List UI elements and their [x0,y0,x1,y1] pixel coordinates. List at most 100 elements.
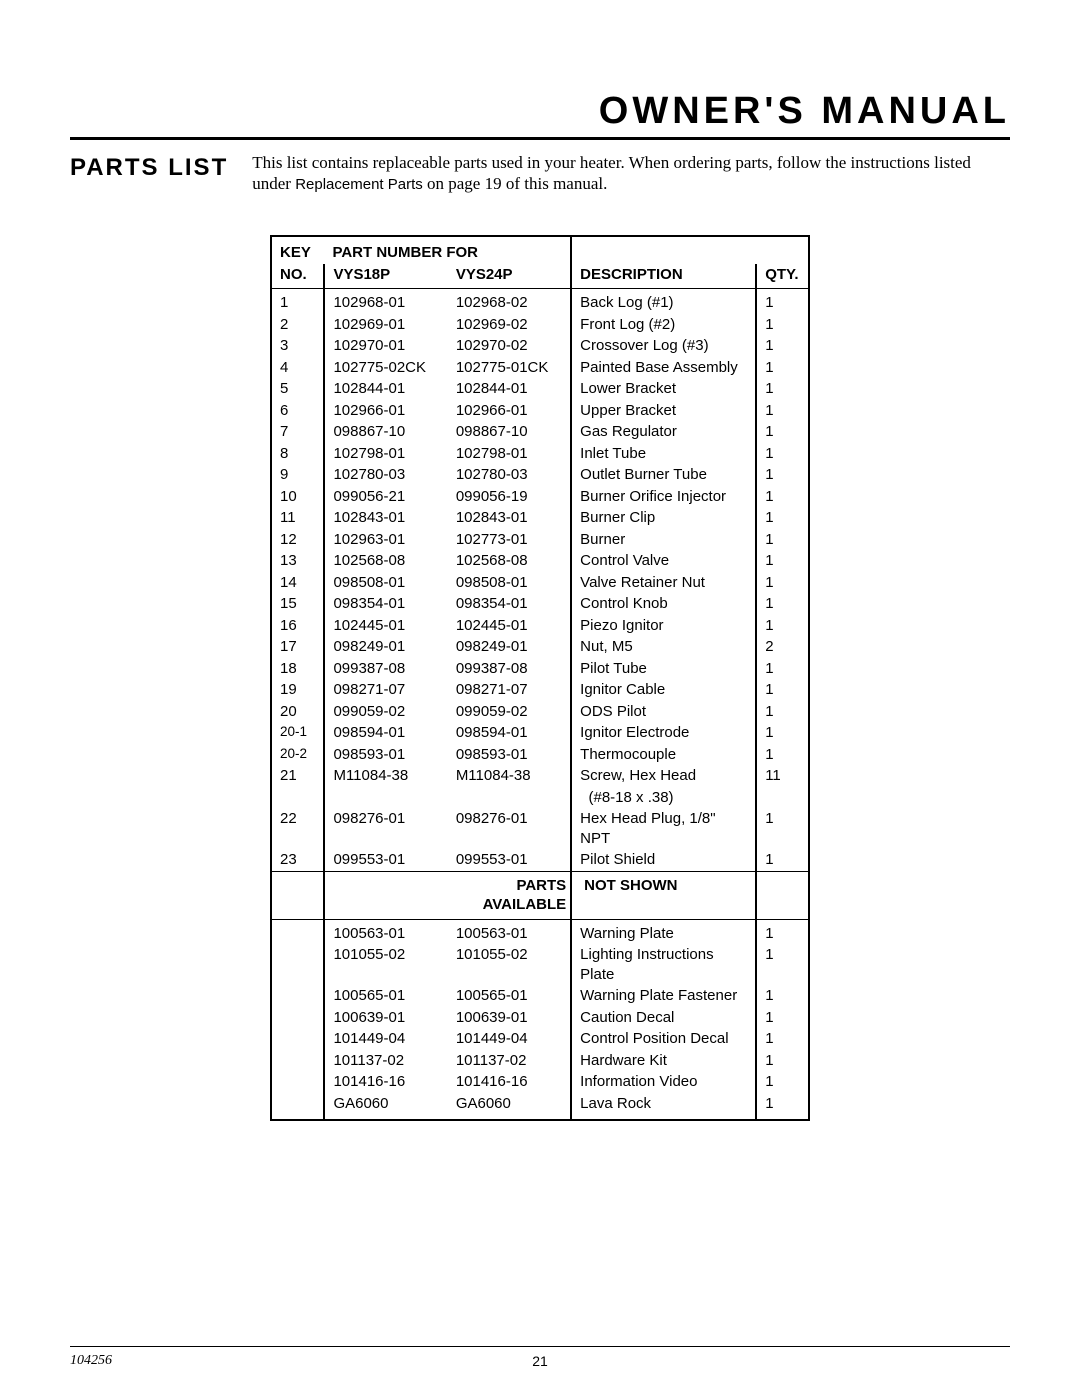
cell-qty: 1 [756,985,809,1007]
table-row: 17098249-01098249-01Nut, M52 [271,636,809,658]
cell-qty [756,787,809,809]
cell-key: 10 [271,486,324,508]
cell-part-vys18p: 098276-01 [324,808,447,849]
cell-part-vys24p: 098271-07 [448,679,571,701]
cell-part-vys24p: 098594-01 [448,722,571,744]
cell-key [271,1050,324,1072]
cell-key: 4 [271,357,324,379]
cell-description: ODS Pilot [571,701,756,723]
cell-part-vys24p: 102970-02 [448,335,571,357]
cell-part-vys18p: GA6060 [324,1093,447,1121]
cell-qty: 1 [756,378,809,400]
cell-key: 18 [271,658,324,680]
table-row: 14098508-01098508-01Valve Retainer Nut1 [271,572,809,594]
table-row: 101137-02101137-02Hardware Kit1 [271,1050,809,1072]
table-row: 101416-16101416-16Information Video1 [271,1071,809,1093]
parts-table: KEY PART NUMBER FOR NO. VYS18P VYS24P DE… [270,235,810,1121]
cell-part-vys18p: 100639-01 [324,1007,447,1029]
cell-description: Caution Decal [571,1007,756,1029]
cell-qty: 1 [756,593,809,615]
cell-part-vys18p: 098594-01 [324,722,447,744]
cell-qty: 1 [756,529,809,551]
cell-key [271,1093,324,1121]
cell-part-vys24p: 098354-01 [448,593,571,615]
cell-key: 3 [271,335,324,357]
table-row: 5102844-01102844-01Lower Bracket1 [271,378,809,400]
cell-part-vys24p: 102775-01CK [448,357,571,379]
cell-key: 12 [271,529,324,551]
cell-key: 20-1 [271,722,324,744]
cell-key: 5 [271,378,324,400]
cell-part-vys18p: 099553-01 [324,849,447,871]
cell-part-vys24p: 099056-19 [448,486,571,508]
cell-part-vys18p: 102445-01 [324,615,447,637]
cell-part-vys24p: 102966-01 [448,400,571,422]
col-desc: DESCRIPTION [571,264,756,289]
cell-part-vys24p: 098867-10 [448,421,571,443]
cell-key [271,1028,324,1050]
cell-part-vys24p: 101416-16 [448,1071,571,1093]
cell-qty: 1 [756,679,809,701]
cell-key: 21 [271,765,324,787]
cell-part-vys24p: 098508-01 [448,572,571,594]
cell-description: Screw, Hex Head [571,765,756,787]
cell-qty: 1 [756,314,809,336]
cell-qty: 1 [756,1050,809,1072]
cell-key: 15 [271,593,324,615]
cell-part-vys18p: 101449-04 [324,1028,447,1050]
cell-description: (#8-18 x .38) [571,787,756,809]
cell-description: Information Video [571,1071,756,1093]
intro-row: PARTS LIST This list contains replaceabl… [70,152,1010,195]
table-row: 2102969-01102969-02Front Log (#2)1 [271,314,809,336]
cell-description: Crossover Log (#3) [571,335,756,357]
cell-key: 1 [271,289,324,314]
cell-part-vys18p [324,787,447,809]
cell-description: Hex Head Plug, 1/8" NPT [571,808,756,849]
manual-page: OWNER'S MANUAL PARTS LIST This list cont… [0,0,1080,1397]
cell-qty: 2 [756,636,809,658]
table-body-main: 1102968-01102968-02Back Log (#1)12102969… [271,289,809,872]
cell-key [271,1071,324,1093]
cell-qty: 1 [756,808,809,849]
cell-qty: 1 [756,919,809,944]
cell-qty: 1 [756,421,809,443]
table-row: 101449-04101449-04Control Position Decal… [271,1028,809,1050]
cell-part-vys24p: 101055-02 [448,944,571,985]
table-row: 18099387-08099387-08Pilot Tube1 [271,658,809,680]
table-row: 7098867-10098867-10Gas Regulator1 [271,421,809,443]
col-blank [571,236,756,264]
cell-part-vys18p: 102968-01 [324,289,447,314]
cell-part-vys18p: 098867-10 [324,421,447,443]
cell-key: 20 [271,701,324,723]
table-row: 10099056-21099056-19Burner Orifice Injec… [271,486,809,508]
cell-key [271,985,324,1007]
cell-qty: 1 [756,1071,809,1093]
page-footer: 104256 21 [70,1346,1010,1369]
cell-key: 2 [271,314,324,336]
cell-part-vys18p: 100563-01 [324,919,447,944]
cell-part-vys24p: GA6060 [448,1093,571,1121]
cell-part-vys24p: 102798-01 [448,443,571,465]
cell-qty: 1 [756,486,809,508]
table-row: 6102966-01102966-01Upper Bracket1 [271,400,809,422]
col-blank2 [756,236,809,264]
cell-qty: 11 [756,765,809,787]
cell-part-vys24p: 101449-04 [448,1028,571,1050]
cell-part-vys18p: M11084-38 [324,765,447,787]
table-row: GA6060GA6060Lava Rock1 [271,1093,809,1121]
cell-part-vys24p: 098593-01 [448,744,571,766]
table-row: 1102968-01102968-02Back Log (#1)1 [271,289,809,314]
table-row: 100639-01100639-01Caution Decal1 [271,1007,809,1029]
cell-description: Warning Plate Fastener [571,985,756,1007]
table-row: 20-1098594-01098594-01Ignitor Electrode1 [271,722,809,744]
cell-key: 13 [271,550,324,572]
cell-description: Lighting Instructions Plate [571,944,756,985]
col-p2: VYS24P [448,264,571,289]
table-row: 9102780-03102780-03Outlet Burner Tube1 [271,464,809,486]
cell-key: 7 [271,421,324,443]
cell-part-vys24p: 102844-01 [448,378,571,400]
cell-part-vys18p: 102843-01 [324,507,447,529]
cell-part-vys24p: 100565-01 [448,985,571,1007]
cell-part-vys18p: 102780-03 [324,464,447,486]
intro-text: This list contains replaceable parts use… [252,152,1010,195]
